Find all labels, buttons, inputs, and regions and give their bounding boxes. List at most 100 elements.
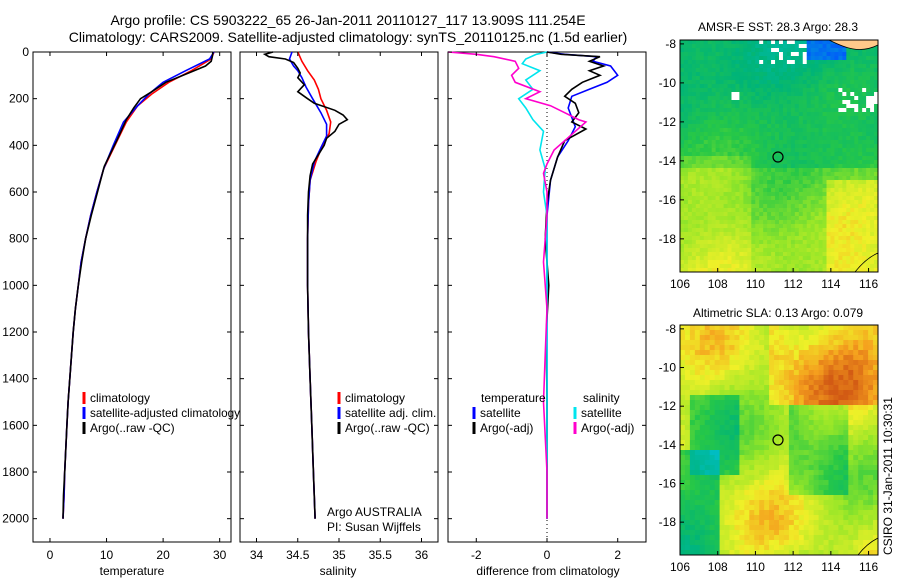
map-cell: [759, 204, 764, 209]
map-cell: [684, 550, 691, 556]
sla-map-argo-marker: [772, 434, 784, 446]
map-cell: [709, 470, 716, 476]
map-cell: [838, 445, 844, 451]
map-cell: [866, 212, 871, 217]
map-cell: [782, 104, 788, 109]
map-cell: [755, 228, 760, 233]
map-cell: [694, 330, 701, 336]
map-cell: [764, 440, 770, 446]
map-cell: [862, 84, 867, 89]
map-cell: [848, 345, 854, 351]
map-cell: [751, 196, 756, 201]
map-cell: [719, 68, 724, 73]
map-cell: [723, 156, 728, 161]
map-cell: [759, 140, 764, 145]
map-cell: [843, 480, 849, 486]
map-cell: [729, 530, 735, 536]
map-cell: [699, 525, 706, 531]
map-cell: [739, 525, 745, 531]
map-cell: [744, 480, 750, 486]
map-cell: [727, 132, 732, 137]
map-cell: [695, 260, 701, 265]
map-cell: [680, 112, 685, 117]
map-cell: [703, 60, 709, 65]
map-cell: [848, 380, 854, 386]
map-cell: [802, 84, 808, 89]
map-cell: [798, 248, 804, 253]
map-cell: [759, 325, 765, 331]
map-cell: [870, 268, 875, 273]
map-cell: [802, 56, 808, 61]
map-cell: [715, 184, 720, 189]
map-cell: [683, 244, 689, 249]
map-cell: [724, 340, 730, 346]
map-cell: [794, 124, 800, 129]
map-cell: [834, 56, 839, 61]
map-cell: [715, 172, 720, 177]
map-cell: [790, 228, 796, 233]
map-cell: [808, 365, 815, 371]
map-cell: [870, 208, 875, 213]
map-cell: [862, 208, 867, 213]
map-cell: [694, 500, 701, 506]
map-cell: [779, 68, 784, 73]
map-cell: [771, 48, 776, 53]
map-cell: [764, 450, 770, 456]
map-cell: [854, 196, 859, 201]
map-cell: [731, 236, 736, 241]
map-cell: [739, 440, 745, 446]
map-cell: [749, 335, 755, 341]
map-cell: [858, 172, 863, 177]
map-cell: [767, 44, 772, 49]
map-cell: [846, 64, 851, 69]
map-cell: [734, 425, 740, 431]
map-cell: [786, 220, 792, 225]
map-cell: [802, 72, 808, 77]
map-cell: [691, 220, 697, 225]
map-cell: [838, 204, 843, 209]
map-cell: [813, 350, 819, 356]
map-cell: [715, 60, 720, 65]
map-cell: [699, 330, 706, 336]
map-cell: [786, 188, 792, 193]
map-cell: [798, 176, 804, 181]
map-cell: [775, 44, 780, 49]
map-cell: [822, 180, 827, 185]
map-cell: [774, 445, 780, 451]
map-cell: [779, 216, 784, 221]
map-cell: [759, 330, 765, 336]
map-cell: [694, 460, 701, 466]
map-cell: [843, 370, 849, 376]
map-cell: [769, 425, 775, 431]
y-tick-label: 600: [9, 185, 29, 199]
map-cell: [724, 425, 730, 431]
map-cell: [794, 224, 800, 229]
map-cell: [862, 136, 867, 141]
map-cell: [782, 268, 788, 273]
map-cell: [783, 530, 790, 536]
map-cell: [866, 112, 871, 117]
map-x-tick-label: 106: [670, 560, 690, 574]
map-cell: [788, 410, 795, 416]
map-cell: [771, 232, 776, 237]
map-cell: [850, 104, 855, 109]
map-cell: [843, 360, 849, 366]
map-cell: [719, 440, 725, 446]
map-cell: [759, 505, 765, 511]
map-cell: [846, 152, 851, 157]
map-cell: [802, 260, 808, 265]
map-cell: [870, 260, 875, 265]
map-cell: [734, 490, 740, 496]
map-cell: [771, 68, 776, 73]
map-cell: [695, 232, 701, 237]
map-cell: [763, 244, 768, 249]
map-cell: [786, 244, 792, 249]
map-cell: [848, 495, 854, 501]
map-cell: [854, 116, 859, 121]
map-cell: [794, 260, 800, 265]
map-cell: [788, 400, 795, 406]
map-cell: [749, 500, 755, 506]
map-cell: [803, 535, 810, 541]
map-cell: [810, 156, 816, 161]
map-cell: [788, 350, 795, 356]
